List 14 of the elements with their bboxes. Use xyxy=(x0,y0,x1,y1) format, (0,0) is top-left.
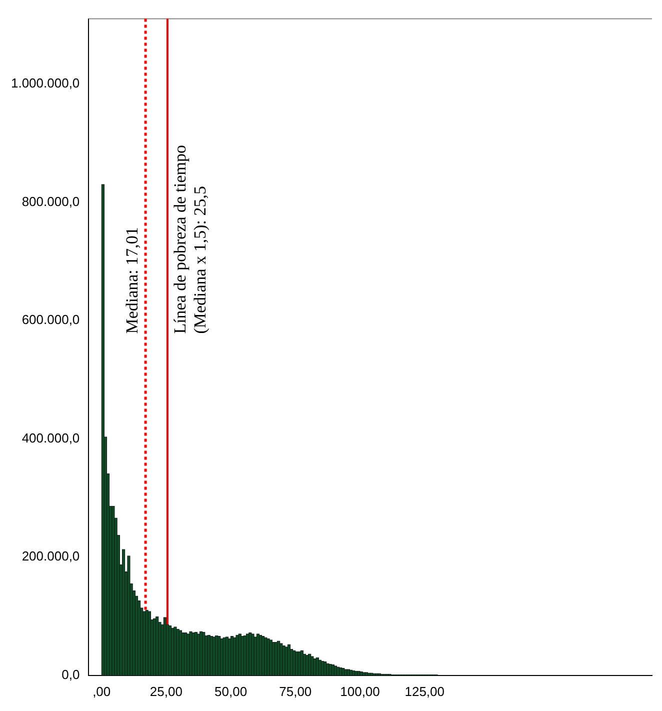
y-tick-label: 200.000,0 xyxy=(22,548,80,564)
ref-line-label: Mediana: 17,01 xyxy=(122,227,142,334)
y-tick-label: 400.000,0 xyxy=(22,430,80,446)
y-tick-label: 600.000,0 xyxy=(22,312,80,328)
y-tick-label: 0,0 xyxy=(62,666,80,682)
x-tick-label: 50,00 xyxy=(214,684,248,699)
y-tick-label: 800.000,0 xyxy=(22,194,80,209)
x-tick-label: 75,00 xyxy=(279,684,312,699)
x-tick-label: 25,00 xyxy=(150,684,182,699)
ref-line-label: Línea de pobreza de tiempo (Mediana x 1,5): 25,5 xyxy=(170,144,210,334)
x-tick-label: 100,00 xyxy=(340,684,380,699)
x-tick-label: 125,00 xyxy=(404,684,444,699)
x-tick-label: ,00 xyxy=(92,684,111,699)
y-tick-label: 1.000.000,0 xyxy=(10,75,80,90)
